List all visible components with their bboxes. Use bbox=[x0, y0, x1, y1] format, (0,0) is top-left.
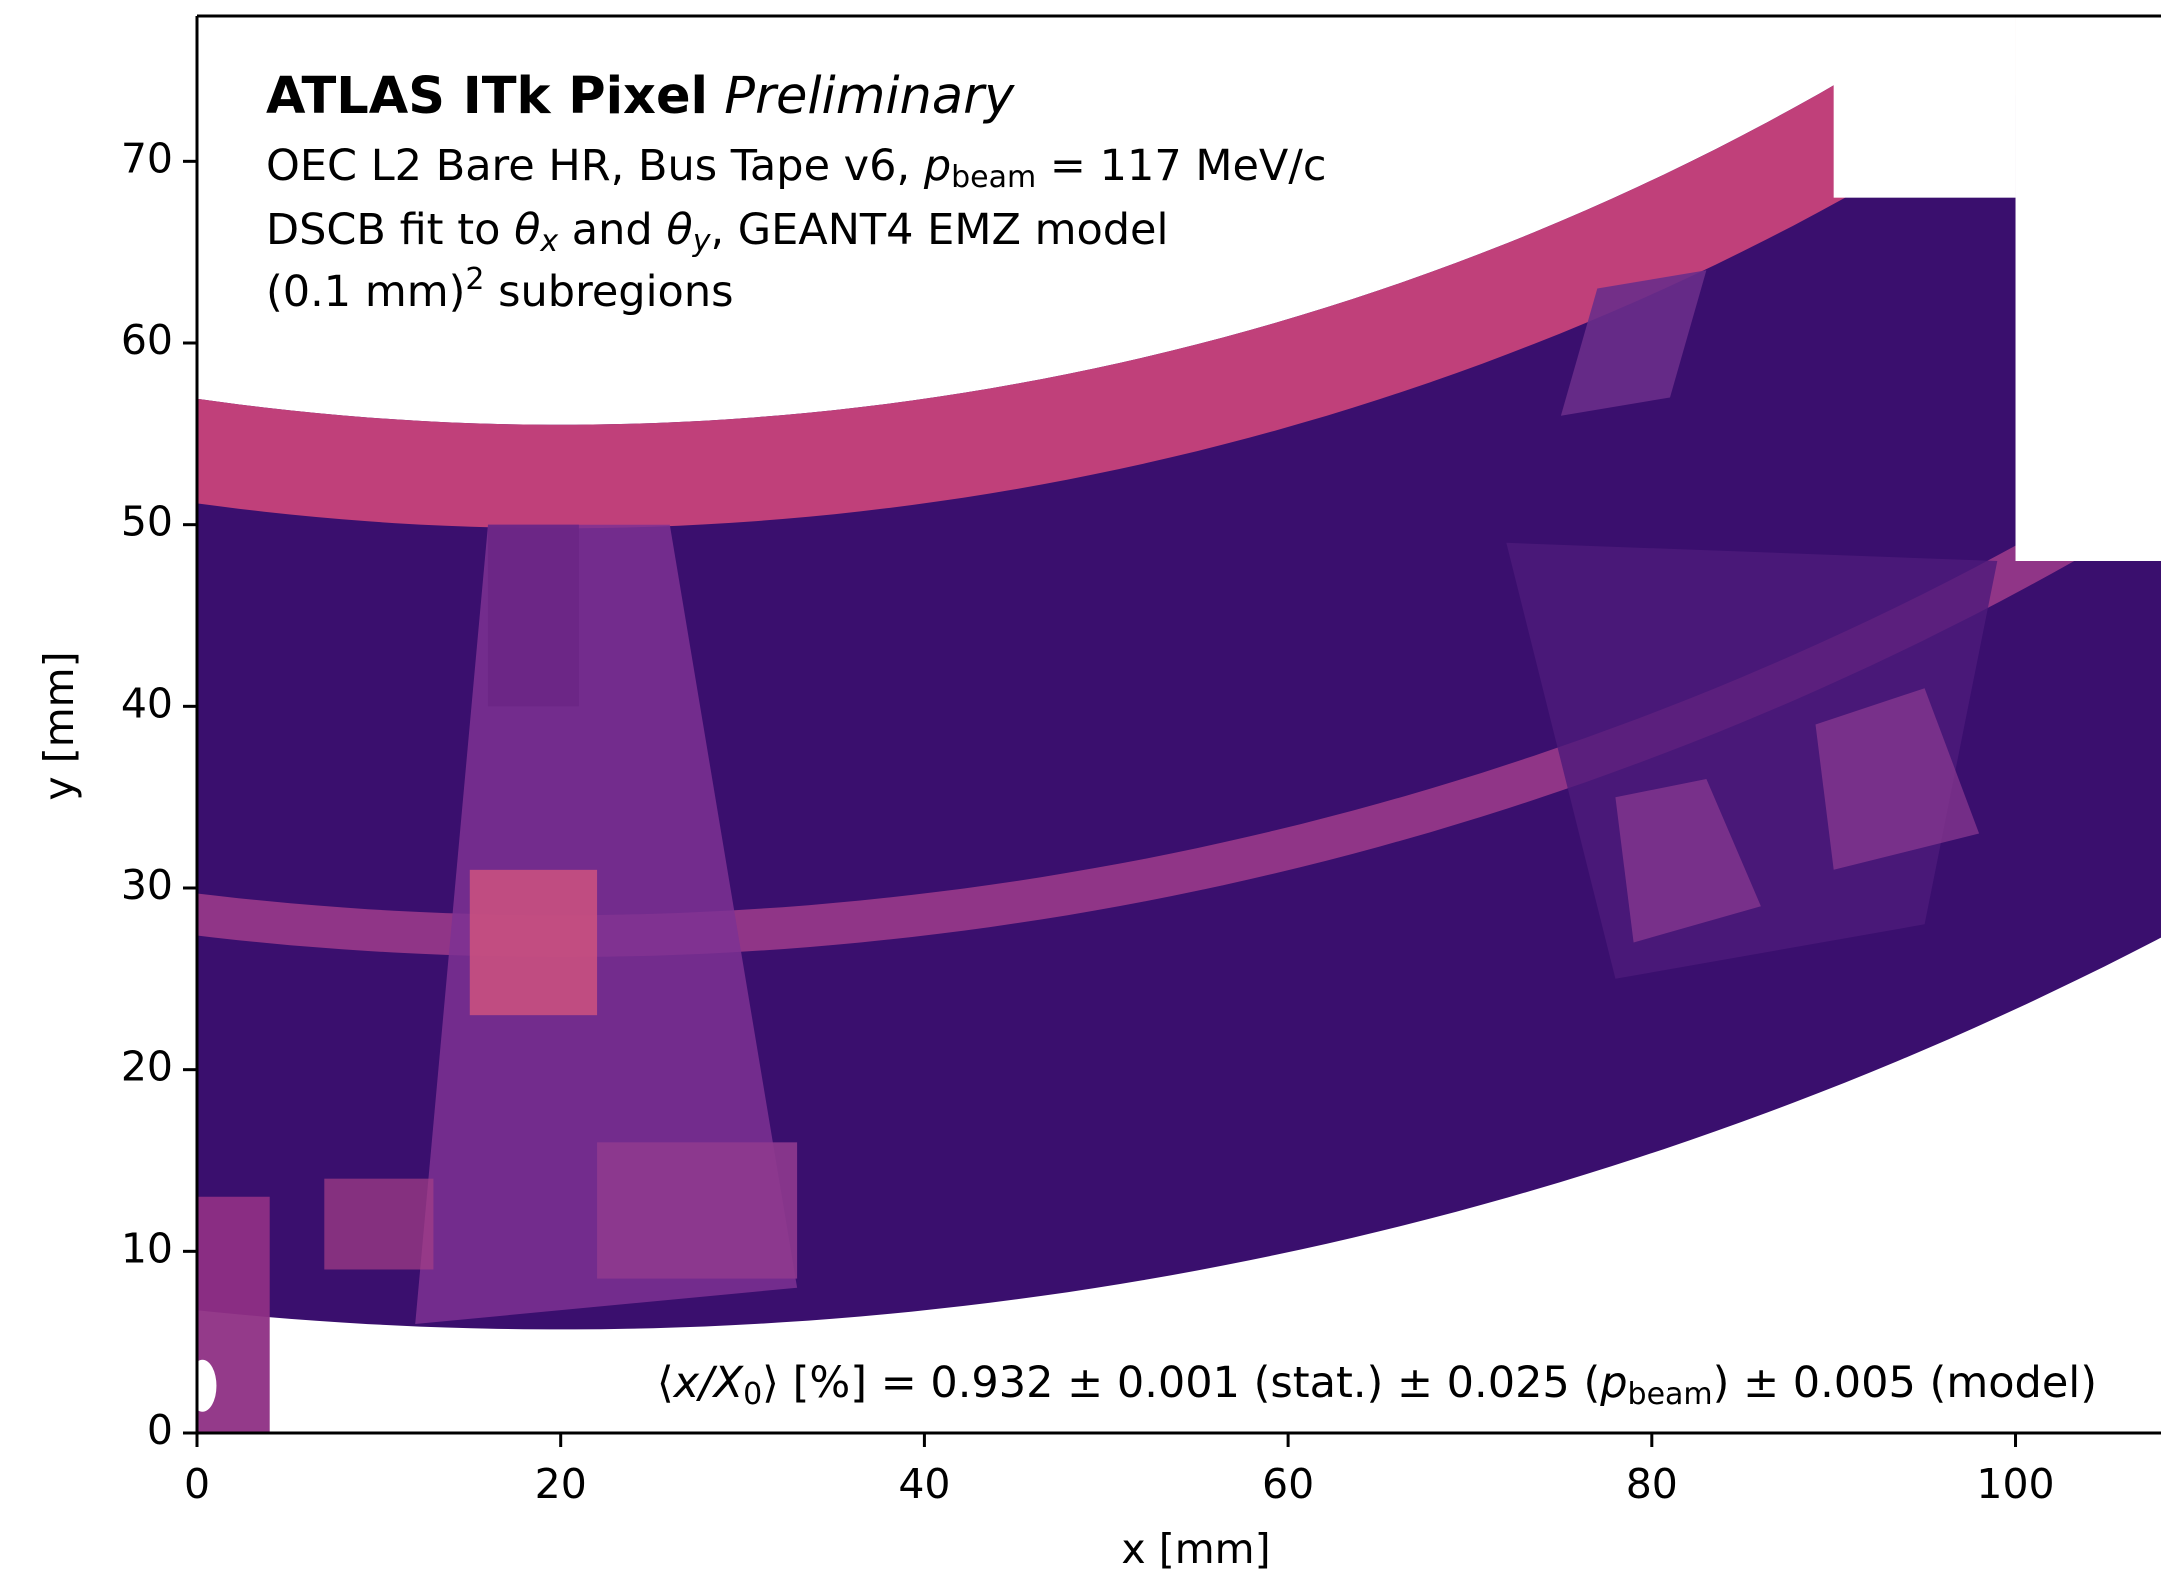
x-tick-label: 20 bbox=[535, 1460, 587, 1508]
annotation-text: and bbox=[558, 205, 666, 255]
x-tick-label: 60 bbox=[1262, 1460, 1314, 1508]
y-tick-label: 60 bbox=[121, 316, 173, 364]
material-map bbox=[197, 16, 2161, 1433]
result-text: p bbox=[1599, 1358, 1627, 1408]
y-tick-label: 70 bbox=[121, 134, 173, 182]
annotation-text: beam bbox=[951, 160, 1036, 195]
annotation-text: 2 bbox=[465, 262, 484, 297]
pads bbox=[324, 1178, 434, 1270]
sensor bbox=[1815, 688, 1980, 870]
module-pad bbox=[1560, 270, 1707, 416]
annotation: (0.1 mm)2 subregions bbox=[266, 262, 734, 317]
y-tick-label: 20 bbox=[121, 1043, 173, 1091]
annotation-text: , GEANT4 EMZ model bbox=[710, 205, 1168, 255]
y-tick-label: 40 bbox=[121, 679, 173, 727]
result-text: ⟨ bbox=[657, 1358, 674, 1408]
x-axis-label: x [mm] bbox=[1121, 1525, 1270, 1573]
y-axis-label: y [mm] bbox=[35, 651, 83, 800]
x-tick-label: 0 bbox=[184, 1460, 210, 1508]
chart-title: ATLAS ITk Pixel bbox=[266, 67, 708, 126]
annotation-text: θ bbox=[666, 205, 692, 255]
y-tick-label: 30 bbox=[121, 861, 173, 909]
axes-frame bbox=[195, 14, 2161, 1435]
chart-subtitle: Preliminary bbox=[724, 67, 1015, 126]
annotation-text: p bbox=[923, 141, 951, 191]
left-blob bbox=[197, 1196, 270, 1433]
annotation: OEC L2 Bare HR, Bus Tape v6, pbeam = 117… bbox=[266, 141, 1326, 195]
annotation-text: subregions bbox=[484, 267, 733, 317]
annotation-text: y bbox=[692, 224, 712, 259]
traces bbox=[487, 524, 579, 707]
annotation-text: = 117 MeV/c bbox=[1036, 141, 1326, 191]
y-tick-label: 0 bbox=[147, 1406, 173, 1454]
hole bbox=[197, 1359, 217, 1412]
result-text: 0 bbox=[743, 1377, 762, 1412]
x-tick-label: 40 bbox=[898, 1460, 950, 1508]
annotation-text: DSCB fit to bbox=[266, 205, 514, 255]
blank-region bbox=[1833, 16, 2016, 198]
title-line: ATLAS ITk Pixel Preliminary bbox=[266, 67, 1015, 126]
annotation-text: θ bbox=[514, 205, 540, 255]
annotation: DSCB fit to θx and θy, GEANT4 EMZ model bbox=[266, 205, 1168, 259]
chip bbox=[469, 869, 598, 1016]
result-text: x/X bbox=[672, 1358, 745, 1408]
x-tick-label: 100 bbox=[1976, 1460, 2054, 1508]
flex bbox=[415, 524, 798, 1324]
sensor bbox=[1615, 779, 1761, 943]
annotation-text: x bbox=[539, 224, 558, 259]
result-text: ) ± 0.005 (model) bbox=[1713, 1358, 2097, 1408]
annotation-text: (0.1 mm) bbox=[266, 267, 465, 317]
y-tick-label: 50 bbox=[121, 498, 173, 546]
x-tick-label: 80 bbox=[1626, 1460, 1678, 1508]
blank-region bbox=[2015, 16, 2161, 561]
y-tick-label: 10 bbox=[121, 1224, 173, 1272]
result-text: ⟩ [%] = 0.932 ± 0.001 (stat.) ± 0.025 ( bbox=[762, 1358, 1600, 1408]
result: ⟨x/X0⟩ [%] = 0.932 ± 0.001 (stat.) ± 0.0… bbox=[657, 1358, 2097, 1412]
result-text: beam bbox=[1628, 1377, 1713, 1412]
connector bbox=[597, 1142, 798, 1279]
annotation-text: OEC L2 Bare HR, Bus Tape v6, bbox=[266, 141, 924, 191]
